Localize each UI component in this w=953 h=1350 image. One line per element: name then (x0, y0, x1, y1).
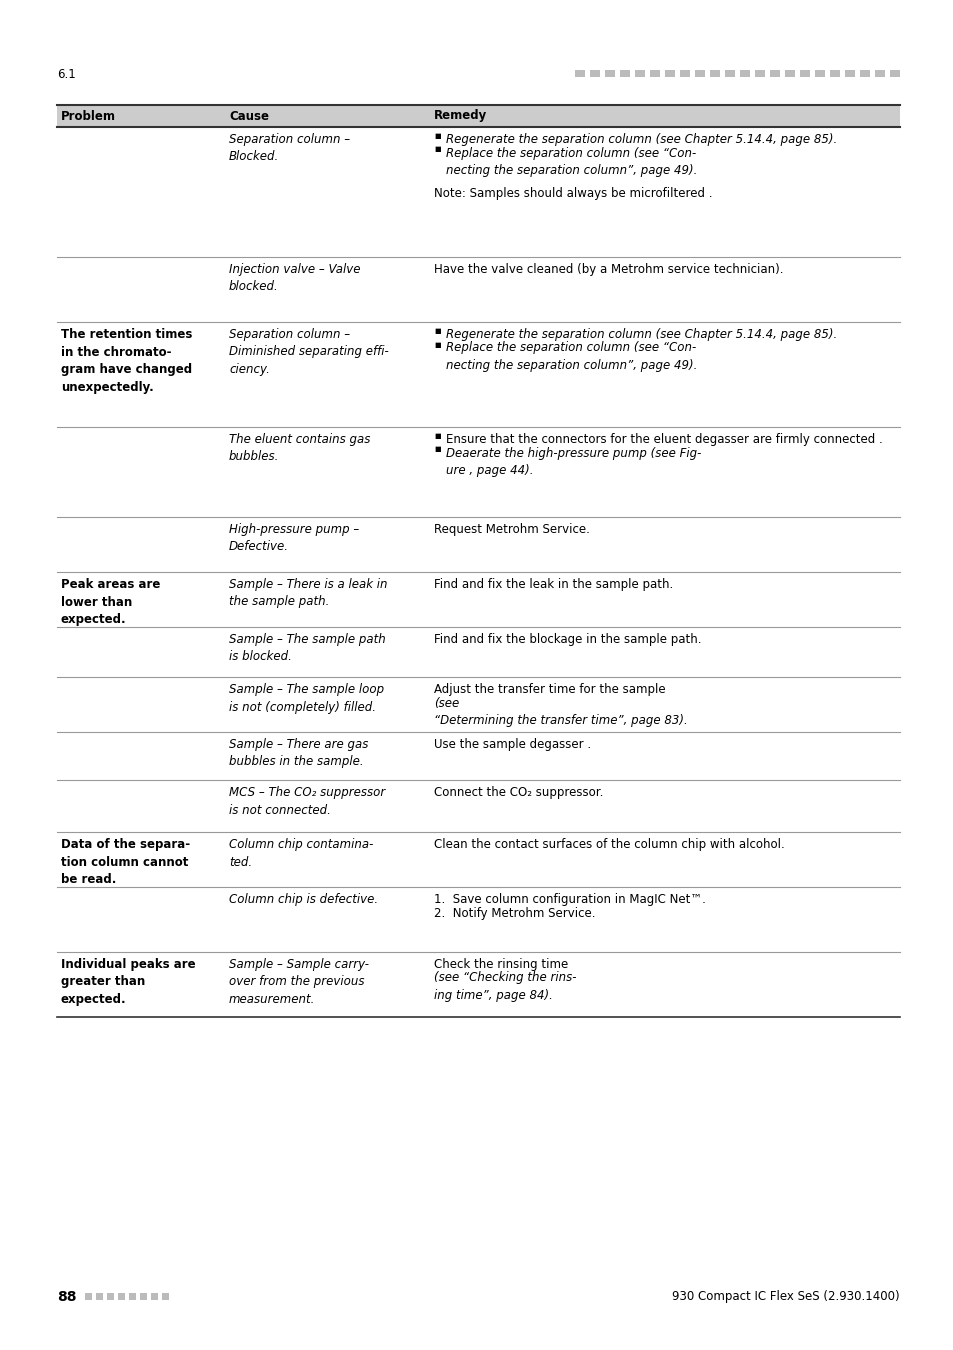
Text: ■: ■ (434, 433, 440, 439)
Bar (118, 1293, 125, 1300)
Text: Request Metrohm Service.: Request Metrohm Service. (434, 522, 589, 536)
Text: Find and fix the leak in the sample path.: Find and fix the leak in the sample path… (434, 578, 673, 591)
Text: Clean the contact surfaces of the column chip with alcohol.: Clean the contact surfaces of the column… (434, 838, 784, 850)
Bar (679, 70, 689, 77)
Text: Have the valve cleaned (by a Metrohm service technician).: Have the valve cleaned (by a Metrohm ser… (434, 263, 782, 275)
Text: Adjust the transfer time for the sample: Adjust the transfer time for the sample (434, 683, 669, 697)
Text: Replace the separation column (see “Con-
necting the separation column”, page 49: Replace the separation column (see “Con-… (446, 342, 697, 373)
Text: ■: ■ (434, 328, 440, 333)
Bar (85, 1293, 91, 1300)
Bar (151, 1293, 158, 1300)
Text: The eluent contains gas
bubbles.: The eluent contains gas bubbles. (229, 433, 370, 463)
Text: Peak areas are
lower than
expected.: Peak areas are lower than expected. (61, 578, 160, 626)
Text: Ensure that the connectors for the eluent degasser are firmly connected .: Ensure that the connectors for the eluen… (446, 433, 882, 446)
Text: Sample – The sample path
is blocked.: Sample – The sample path is blocked. (229, 633, 385, 663)
Bar (754, 70, 764, 77)
Text: Regenerate the separation column (see Chapter 5.14.4, page 85).: Regenerate the separation column (see Ch… (446, 134, 837, 146)
Bar (874, 70, 884, 77)
Bar (859, 70, 869, 77)
Bar (769, 70, 780, 77)
Text: Cause: Cause (229, 109, 269, 123)
Text: MCS – The CO₂ suppressor
is not connected.: MCS – The CO₂ suppressor is not connecte… (229, 786, 385, 817)
Text: Sample – There are gas
bubbles in the sample.: Sample – There are gas bubbles in the sa… (229, 738, 368, 768)
Bar (162, 1293, 169, 1300)
Bar (96, 1293, 103, 1300)
Text: High-pressure pump –
Defective.: High-pressure pump – Defective. (229, 522, 359, 554)
Bar (604, 70, 615, 77)
Text: Find and fix the blockage in the sample path.: Find and fix the blockage in the sample … (434, 633, 700, 647)
Text: Individual peaks are
greater than
expected.: Individual peaks are greater than expect… (61, 958, 195, 1006)
Bar (844, 70, 854, 77)
Bar (784, 70, 794, 77)
Text: Sample – Sample carry-
over from the previous
measurement.: Sample – Sample carry- over from the pre… (229, 958, 369, 1006)
Text: Regenerate the separation column (see Chapter 5.14.4, page 85).: Regenerate the separation column (see Ch… (446, 328, 837, 342)
Text: 2.  Notify Metrohm Service.: 2. Notify Metrohm Service. (434, 906, 595, 919)
Text: 1.  Save column configuration in MagIC Net™.: 1. Save column configuration in MagIC Ne… (434, 892, 705, 906)
Text: Connect the CO₂ suppressor.: Connect the CO₂ suppressor. (434, 786, 602, 799)
Bar (140, 1293, 147, 1300)
Bar (129, 1293, 136, 1300)
Bar (57, 105, 899, 127)
Text: Column chip contamina-
ted.: Column chip contamina- ted. (229, 838, 373, 868)
Text: 930 Compact IC Flex SeS (2.930.1400): 930 Compact IC Flex SeS (2.930.1400) (672, 1291, 899, 1303)
Text: Remedy: Remedy (434, 109, 487, 123)
Text: Note: Samples should always be microfiltered .: Note: Samples should always be microfilt… (434, 188, 712, 200)
Bar (619, 70, 629, 77)
Bar (649, 70, 659, 77)
Bar (664, 70, 675, 77)
Text: The retention times
in the chromato-
gram have changed
unexpectedly.: The retention times in the chromato- gra… (61, 328, 193, 393)
Bar (107, 1293, 113, 1300)
Text: ■: ■ (434, 147, 440, 153)
Text: Separation column –
Blocked.: Separation column – Blocked. (229, 134, 350, 163)
Bar (589, 70, 599, 77)
Bar (829, 70, 840, 77)
Bar (740, 70, 749, 77)
Text: Check the rinsing time: Check the rinsing time (434, 958, 572, 971)
Text: (see “Checking the rins-
ing time”, page 84).: (see “Checking the rins- ing time”, page… (434, 972, 576, 1002)
Text: Column chip is defective.: Column chip is defective. (229, 892, 377, 906)
Bar (724, 70, 734, 77)
Text: Use the sample degasser .: Use the sample degasser . (434, 738, 591, 751)
Bar (635, 70, 644, 77)
Text: Injection valve – Valve
blocked.: Injection valve – Valve blocked. (229, 263, 360, 293)
Bar (889, 70, 899, 77)
Text: 88: 88 (57, 1291, 76, 1304)
Bar (814, 70, 824, 77)
Bar (695, 70, 704, 77)
Bar (800, 70, 809, 77)
Text: (see
“Determining the transfer time”, page 83).: (see “Determining the transfer time”, pa… (434, 697, 687, 728)
Text: Replace the separation column (see “Con-
necting the separation column”, page 49: Replace the separation column (see “Con-… (446, 147, 697, 177)
Text: 6.1: 6.1 (57, 68, 75, 81)
Text: Separation column –
Diminished separating effi-
ciency.: Separation column – Diminished separatin… (229, 328, 388, 377)
Text: Sample – The sample loop
is not (completely) filled.: Sample – The sample loop is not (complet… (229, 683, 384, 714)
Bar (575, 70, 584, 77)
Text: ■: ■ (434, 134, 440, 139)
Text: Sample – There is a leak in
the sample path.: Sample – There is a leak in the sample p… (229, 578, 387, 609)
Text: Problem: Problem (61, 109, 116, 123)
Text: Data of the separa-
tion column cannot
be read.: Data of the separa- tion column cannot b… (61, 838, 190, 886)
Bar (709, 70, 720, 77)
Text: ■: ■ (434, 447, 440, 452)
Text: ■: ■ (434, 342, 440, 347)
Text: Deaerate the high-pressure pump (see Fig-
ure , page 44).: Deaerate the high-pressure pump (see Fig… (446, 447, 700, 477)
